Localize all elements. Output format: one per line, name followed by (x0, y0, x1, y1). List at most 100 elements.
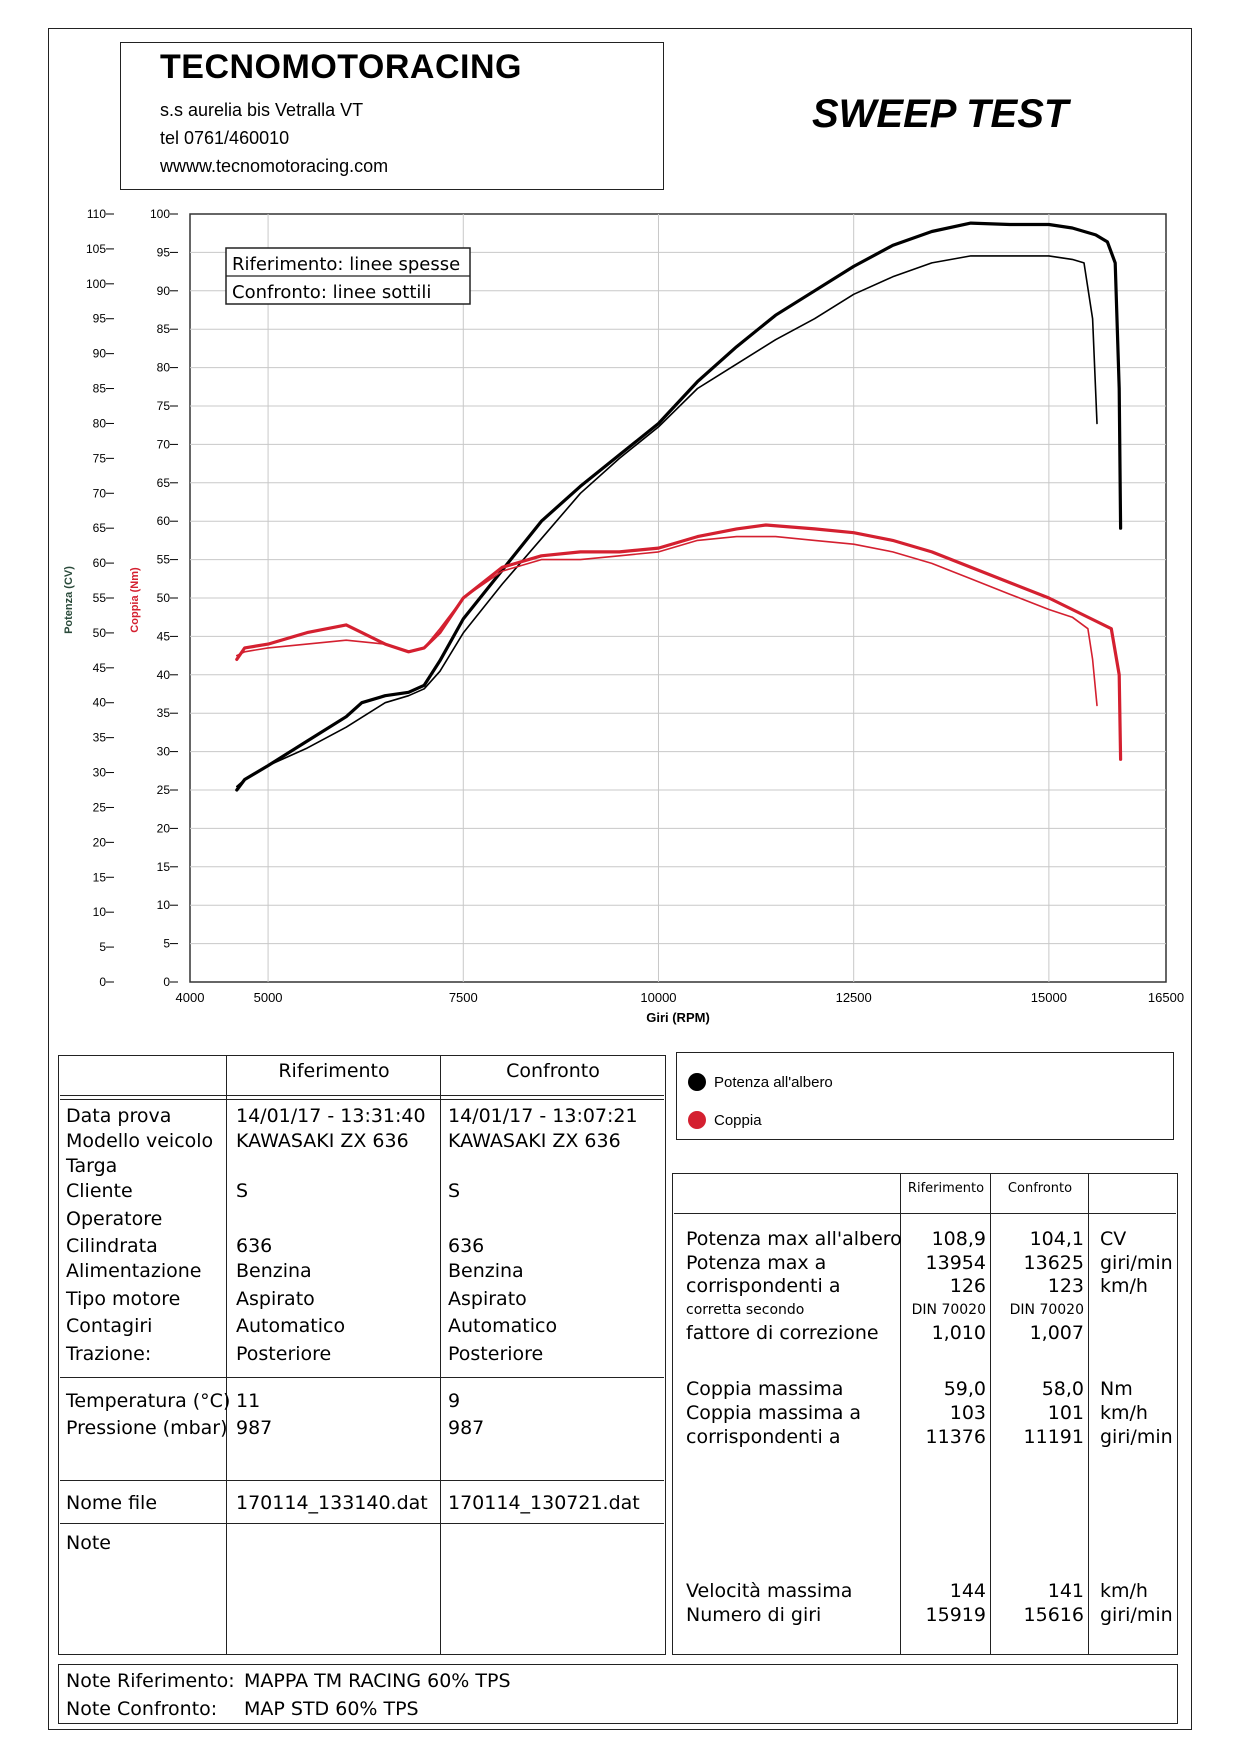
perf-row-label: fattore di correzione (686, 1322, 879, 1344)
torque-tick-label: 85 (157, 322, 171, 336)
torque-tick-label: 5 (163, 937, 170, 951)
perf-row-ref-value: 103 (949, 1402, 986, 1424)
left-col-cmp-header: Confronto (506, 1060, 600, 1082)
power-tick-label: 90 (93, 347, 107, 361)
left-row-cmp-value: Posteriore (448, 1343, 544, 1365)
left-table-divider-2 (440, 1055, 441, 1655)
perf-row-label: Coppia massima (686, 1378, 844, 1400)
power-legend-marker (688, 1073, 706, 1091)
left-table-line-b (60, 1480, 664, 1481)
perf-row-cmp-value: 15616 (1023, 1604, 1084, 1626)
power-axis-label: Potenza (CV) (63, 566, 75, 634)
left-row-cmp-value: S (448, 1180, 461, 1202)
power-tick-label: 10 (93, 905, 107, 919)
left-table-divider-1 (226, 1055, 227, 1655)
performance-table (672, 1173, 1178, 1655)
torque-tick-label: 35 (157, 706, 171, 720)
torque-tick-label: 40 (157, 668, 171, 682)
x-tick-label: 4000 (176, 990, 205, 1005)
power-tick-label: 45 (93, 661, 107, 675)
right-table-divider-1 (900, 1173, 901, 1655)
perf-row-cmp-value: 123 (1047, 1275, 1084, 1297)
power-tick-label: 50 (93, 626, 107, 640)
perf-row-ref-value: 126 (949, 1275, 986, 1297)
perf-row-ref-value: 15919 (925, 1604, 986, 1626)
note-cmp-label: Note Confronto: (66, 1698, 218, 1720)
power-tick-label: 80 (93, 416, 107, 430)
perf-row-label: Coppia massima a (686, 1402, 862, 1424)
left-row-cmp-value: KAWASAKI ZX 636 (448, 1130, 621, 1152)
left-table-header-line (60, 1095, 664, 1096)
perf-row-unit: km/h (1100, 1580, 1148, 1602)
left-row-label: Alimentazione (66, 1260, 202, 1282)
perf-row-label: Potenza max a (686, 1252, 827, 1274)
left-row-label: Operatore (66, 1208, 163, 1230)
note-label: Note (66, 1532, 111, 1554)
perf-row-cmp-value: 11191 (1023, 1426, 1084, 1448)
pressure-label: Pressione (mbar) (66, 1417, 228, 1439)
company-website: wwww.tecnomotoracing.com (160, 156, 389, 176)
left-row-ref-value: Benzina (236, 1260, 312, 1282)
left-col-ref-header: Riferimento (278, 1060, 390, 1082)
file-name-ref: 170114_133140.dat (236, 1492, 428, 1514)
torque-tick-label: 70 (157, 437, 171, 451)
left-row-ref-value: S (236, 1180, 249, 1202)
torque-tick-label: 25 (157, 783, 171, 797)
torque-legend-marker (688, 1111, 706, 1129)
power-tick-label: 25 (93, 800, 107, 814)
right-table-header-line (674, 1213, 1176, 1214)
left-row-cmp-value: Benzina (448, 1260, 524, 1282)
x-axis-label: Giri (RPM) (646, 1010, 710, 1025)
series-power_ref (235, 221, 1123, 792)
temperature-cmp: 9 (448, 1390, 461, 1412)
perf-row-unit: Nm (1100, 1378, 1133, 1400)
legend-power-label: Potenza all'albero (714, 1074, 833, 1091)
left-row-cmp-value: 636 (448, 1235, 485, 1257)
power-tick-label: 105 (86, 242, 106, 256)
perf-row-unit: giri/min (1100, 1252, 1173, 1274)
series-legend-box (676, 1052, 1174, 1140)
perf-row-label: corretta secondo (686, 1302, 805, 1318)
company-name: TECNOMOTORACING (160, 48, 522, 86)
series-torque_cmp (236, 535, 1098, 707)
perf-row-ref-value: 108,9 (931, 1228, 986, 1250)
left-row-label: Cliente (66, 1180, 133, 1202)
power-tick-label: 100 (86, 277, 106, 291)
left-row-ref-value: Posteriore (236, 1343, 332, 1365)
power-tick-label: 30 (93, 766, 107, 780)
torque-tick-label: 45 (157, 629, 171, 643)
pressure-cmp: 987 (448, 1417, 485, 1439)
torque-tick-label: 15 (157, 860, 171, 874)
power-tick-label: 35 (93, 731, 107, 745)
company-phone: tel 0761/460010 (160, 128, 290, 148)
power-tick-label: 5 (99, 940, 106, 954)
torque-tick-label: 10 (157, 898, 171, 912)
power-tick-label: 85 (93, 382, 107, 396)
perf-row-unit: giri/min (1100, 1604, 1173, 1626)
notes-box (58, 1664, 1178, 1724)
page-frame (48, 28, 1192, 1730)
perf-row-unit: km/h (1100, 1402, 1148, 1424)
power-tick-label: 65 (93, 521, 107, 535)
left-table-line-a (60, 1377, 664, 1378)
left-row-label: Contagiri (66, 1315, 153, 1337)
perf-row-label: Numero di giri (686, 1604, 822, 1626)
series-power_cmp (236, 255, 1098, 788)
torque-tick-label: 30 (157, 745, 171, 759)
perf-row-cmp-value: 13625 (1023, 1252, 1084, 1274)
perf-row-cmp-value: DIN 70020 (1009, 1302, 1084, 1318)
left-row-ref-value: 14/01/17 - 13:31:40 (236, 1105, 426, 1127)
power-tick-label: 110 (87, 207, 106, 221)
x-tick-label: 5000 (254, 990, 283, 1005)
left-row-cmp-value: Aspirato (448, 1288, 527, 1310)
left-row-ref-value: 636 (236, 1235, 273, 1257)
torque-tick-label: 80 (157, 361, 171, 375)
note-cmp-value: MAP STD 60% TPS (244, 1698, 419, 1720)
power-tick-label: 75 (93, 451, 107, 465)
left-table-line-c (60, 1523, 664, 1524)
temperature-label: Temperatura (°C) (66, 1390, 231, 1412)
perf-row-unit: giri/min (1100, 1426, 1173, 1448)
power-tick-label: 55 (93, 591, 107, 605)
file-name-cmp: 170114_130721.dat (448, 1492, 640, 1514)
left-row-label: Modello veicolo (66, 1130, 214, 1152)
